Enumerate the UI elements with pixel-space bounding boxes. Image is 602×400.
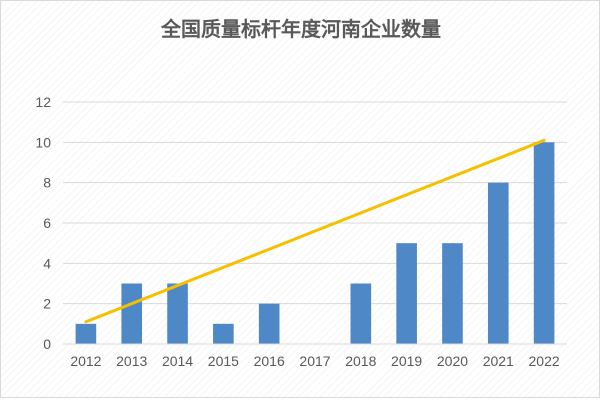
x-tick-label: 2014: [162, 353, 193, 369]
x-tick-label: 2020: [437, 353, 468, 369]
y-tick-label: 12: [35, 94, 51, 110]
y-tick-label: 8: [43, 175, 51, 191]
x-tick-label: 2013: [116, 353, 147, 369]
y-tick-label: 10: [35, 134, 51, 150]
bar-2016: [258, 303, 280, 344]
bar-2019: [396, 243, 417, 344]
x-tick-label: 2018: [345, 353, 376, 369]
x-tick-label: 2015: [208, 353, 239, 369]
bar-2012: [75, 323, 97, 344]
x-tick-label: 2012: [70, 353, 101, 369]
y-tick-label: 0: [43, 336, 51, 352]
x-tick-label: 2021: [483, 353, 514, 369]
gridlines: [63, 101, 567, 305]
x-tick-label: 2016: [254, 353, 285, 369]
trendline: [84, 138, 546, 324]
y-axis-ticks: 0 2 4 6 8 10 12: [35, 94, 51, 352]
x-tick-label: 2019: [391, 353, 422, 369]
bar-2013: [121, 283, 143, 344]
y-tick-label: 4: [43, 255, 51, 271]
bar-2018: [350, 283, 372, 344]
bars: [75, 142, 555, 344]
bar-2015: [213, 323, 234, 344]
bar-2020: [442, 243, 463, 344]
y-tick-label: 6: [43, 215, 51, 231]
bar-2022: [533, 142, 555, 344]
x-tick-label: 2017: [299, 353, 330, 369]
x-axis-ticks: 2012 2013 2014 2015 2016 2017 2018 2019 2020 2021…: [70, 353, 560, 369]
x-tick-label: 2022: [529, 353, 560, 369]
y-tick-label: 2: [43, 296, 51, 312]
bar-2021: [487, 182, 509, 344]
bar-2014: [167, 283, 188, 344]
chart-title: 全国质量标杆年度河南企业数量: [161, 17, 441, 41]
trendline-layer: [84, 138, 546, 324]
